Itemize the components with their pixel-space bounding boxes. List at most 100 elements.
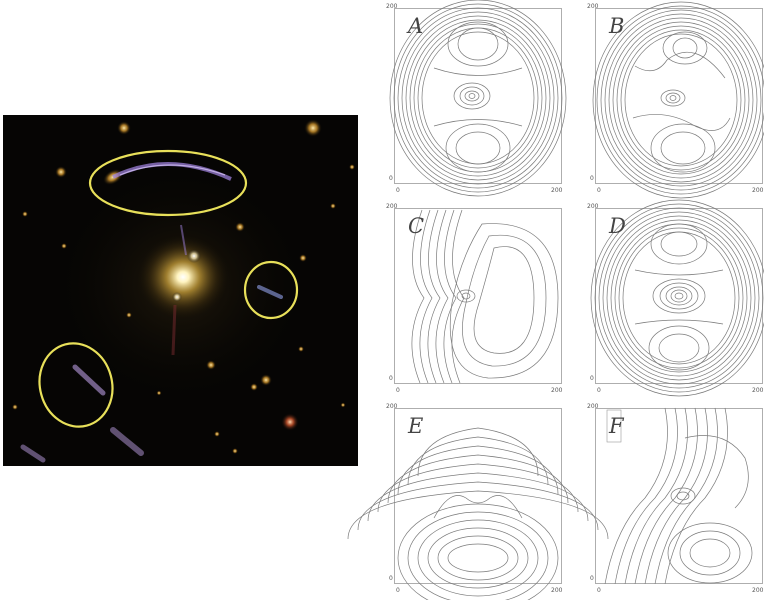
- plot-frame: [595, 8, 763, 184]
- panel-letter-f: F: [609, 414, 624, 438]
- contour-line: [459, 86, 485, 106]
- panel-letter-b: B: [609, 14, 625, 38]
- galaxy: [330, 203, 336, 209]
- contour-line: [596, 5, 764, 195]
- x-tick-min: 0: [597, 587, 601, 594]
- contour-line: [473, 246, 535, 354]
- x-tick-min: 0: [396, 587, 400, 594]
- contour-line: [650, 123, 716, 173]
- contour-line: [665, 286, 693, 306]
- contour-line: [662, 31, 708, 65]
- galaxy: [156, 390, 162, 396]
- contour-line: [447, 543, 509, 573]
- x-tick-max: 200: [752, 187, 764, 194]
- contour-line: [393, 3, 563, 193]
- y-tick-max: 200: [587, 203, 599, 210]
- contour-line: [417, 519, 539, 597]
- galaxy: [232, 448, 238, 454]
- contour-line: [622, 231, 736, 365]
- galaxy-cluster-image: [3, 115, 358, 466]
- contour-line: [674, 292, 684, 300]
- galaxy: [55, 166, 67, 178]
- galaxy-cluster-svg: [3, 115, 358, 466]
- contour-line: [401, 11, 555, 185]
- central-galaxy: [135, 233, 231, 321]
- contour-line: [462, 234, 547, 367]
- contour-line: [665, 92, 681, 104]
- image-highlight-ellipse: [243, 260, 299, 320]
- x-tick-max: 200: [551, 187, 563, 194]
- contour-line: [634, 269, 724, 276]
- contour-line: [610, 219, 748, 377]
- contour-line: [407, 511, 549, 600]
- x-tick-min: 0: [597, 387, 601, 394]
- plot-frame: [595, 408, 763, 584]
- contour-line: [427, 209, 441, 384]
- contour-line: [679, 530, 741, 576]
- contour-line: [667, 522, 753, 584]
- contour-plot-a: [389, 0, 567, 197]
- contour-panel-c: C 200 0 0 200: [386, 204, 562, 394]
- galaxy: [206, 360, 216, 370]
- y-tick-max: 200: [386, 203, 398, 210]
- contour-line: [409, 19, 547, 177]
- galaxy: [117, 121, 131, 135]
- contour-line: [614, 223, 744, 373]
- y-tick-min: 0: [389, 575, 393, 582]
- galaxy: [126, 312, 132, 318]
- star: [281, 413, 299, 431]
- y-tick-min: 0: [389, 175, 393, 182]
- contour-line: [650, 223, 708, 265]
- contour-line: [389, 0, 567, 197]
- contour-line: [659, 282, 699, 310]
- panel-letter-e: E: [408, 414, 424, 438]
- galaxy: [61, 243, 67, 249]
- contour-line: [634, 51, 726, 79]
- contour-line: [433, 119, 523, 127]
- contour-line: [443, 209, 457, 384]
- panel-letter-d: D: [609, 214, 626, 238]
- contour-line: [419, 209, 433, 384]
- contour-line: [634, 319, 724, 325]
- contour-line: [634, 407, 698, 585]
- contour-line: [457, 27, 499, 61]
- contour-line: [590, 199, 764, 397]
- galaxy: [349, 164, 355, 170]
- contour-line: [669, 95, 677, 101]
- contour-line: [614, 407, 678, 585]
- contour-line: [464, 90, 480, 102]
- contour-line: [453, 82, 491, 110]
- contour-line: [616, 25, 746, 175]
- contour-line: [456, 289, 476, 303]
- contour-line: [660, 89, 686, 107]
- contour-line: [449, 223, 559, 379]
- lensed-image: [257, 285, 283, 299]
- galaxy: [299, 254, 307, 262]
- contour-plot-f: [595, 407, 763, 585]
- giant-arc: [112, 162, 232, 181]
- galaxy: [298, 346, 304, 352]
- contour-line: [608, 17, 754, 183]
- galaxy: [235, 222, 245, 232]
- contour-line: [427, 527, 529, 589]
- contour-line: [357, 481, 599, 531]
- contour-line: [618, 227, 740, 369]
- contour-plot-b: [592, 1, 764, 199]
- x-tick-min: 0: [396, 187, 400, 194]
- contour-line: [670, 487, 696, 505]
- contour-line: [602, 211, 756, 385]
- contour-line: [598, 207, 760, 389]
- contour-plot-c: [394, 208, 562, 384]
- contour-line: [407, 436, 549, 486]
- panel-letter-a: A: [408, 14, 424, 38]
- contour-line: [660, 231, 698, 257]
- contour-line: [612, 21, 750, 179]
- contour-line: [676, 491, 690, 501]
- y-tick-max: 200: [587, 3, 599, 10]
- contour-line: [632, 114, 731, 131]
- y-tick-min: 0: [590, 575, 594, 582]
- contour-line: [433, 67, 523, 76]
- contour-line: [644, 407, 708, 585]
- lensed-image: [72, 364, 106, 396]
- galaxy: [340, 402, 346, 408]
